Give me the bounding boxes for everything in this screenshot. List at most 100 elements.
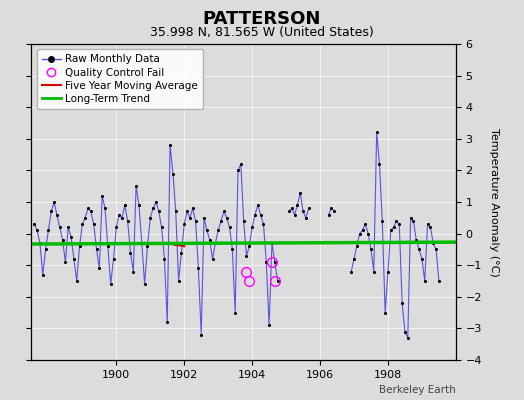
Y-axis label: Temperature Anomaly (°C): Temperature Anomaly (°C)	[489, 128, 499, 276]
Point	[262, 259, 270, 265]
Point	[256, 212, 265, 218]
Point	[389, 224, 398, 230]
Point	[268, 240, 276, 246]
Point	[274, 278, 282, 284]
Point	[118, 214, 126, 221]
Point	[350, 256, 358, 262]
Point	[392, 218, 401, 224]
Text: Berkeley Earth: Berkeley Earth	[379, 385, 456, 395]
Point	[421, 278, 429, 284]
Point	[115, 212, 123, 218]
Point	[401, 328, 409, 335]
Point	[403, 335, 412, 341]
Point	[124, 218, 132, 224]
Point	[364, 230, 373, 237]
Point	[242, 252, 250, 259]
Point	[180, 221, 189, 227]
Point	[95, 265, 104, 272]
Point	[259, 221, 268, 227]
Point	[426, 224, 434, 230]
Point	[353, 243, 361, 250]
Point	[140, 281, 149, 287]
Point	[53, 212, 61, 218]
Point	[64, 224, 72, 230]
Point	[231, 310, 239, 316]
Point	[121, 202, 129, 208]
Point	[299, 208, 307, 215]
Point	[347, 268, 355, 275]
Point	[155, 208, 163, 215]
Point	[302, 214, 310, 221]
Point	[146, 214, 155, 221]
Point	[373, 129, 381, 136]
Point	[358, 227, 367, 234]
Point	[398, 300, 406, 306]
Point	[435, 278, 443, 284]
Point	[191, 218, 200, 224]
Point	[209, 256, 217, 262]
Point	[225, 224, 234, 230]
Point	[138, 240, 146, 246]
Point	[381, 310, 389, 316]
Point	[324, 212, 333, 218]
Point	[101, 205, 109, 212]
Legend: Raw Monthly Data, Quality Control Fail, Five Year Moving Average, Long-Term Tren: Raw Monthly Data, Quality Control Fail, …	[37, 49, 203, 109]
Point	[203, 227, 211, 234]
Point	[166, 142, 174, 148]
Point	[223, 214, 231, 221]
Point	[50, 199, 58, 205]
Point	[395, 221, 403, 227]
Point	[36, 240, 44, 246]
Point	[270, 259, 279, 265]
Point	[254, 202, 262, 208]
Point	[239, 218, 248, 224]
Point	[92, 246, 101, 253]
Point	[330, 208, 339, 215]
Point	[265, 322, 274, 328]
Point	[72, 278, 81, 284]
Point	[234, 167, 242, 174]
Point	[327, 205, 335, 212]
Point	[251, 212, 259, 218]
Point	[355, 230, 364, 237]
Point	[84, 205, 92, 212]
Point	[214, 227, 222, 234]
Point	[126, 249, 135, 256]
Point	[432, 246, 440, 253]
Point	[409, 218, 418, 224]
Point	[39, 272, 47, 278]
Point	[183, 208, 191, 215]
Point	[205, 237, 214, 243]
Text: PATTERSON: PATTERSON	[203, 10, 321, 28]
Point	[152, 199, 160, 205]
Point	[217, 218, 225, 224]
Point	[47, 208, 56, 215]
Point	[387, 227, 395, 234]
Point	[110, 256, 118, 262]
Point	[106, 281, 115, 287]
Point	[384, 268, 392, 275]
Point	[78, 221, 86, 227]
Point	[228, 246, 236, 253]
Point	[132, 183, 140, 189]
Point	[104, 243, 112, 250]
Point	[290, 212, 299, 218]
Point	[412, 237, 420, 243]
Point	[41, 246, 50, 253]
Point	[67, 234, 75, 240]
Point	[367, 246, 375, 253]
Point	[56, 224, 64, 230]
Point	[98, 192, 106, 199]
Point	[129, 268, 137, 275]
Point	[296, 189, 304, 196]
Point	[90, 221, 98, 227]
Point	[304, 205, 313, 212]
Point	[112, 224, 121, 230]
Point	[423, 221, 432, 227]
Point	[285, 208, 293, 215]
Point	[220, 208, 228, 215]
Point	[429, 240, 438, 246]
Point	[149, 205, 157, 212]
Point	[185, 214, 194, 221]
Point	[237, 161, 245, 167]
